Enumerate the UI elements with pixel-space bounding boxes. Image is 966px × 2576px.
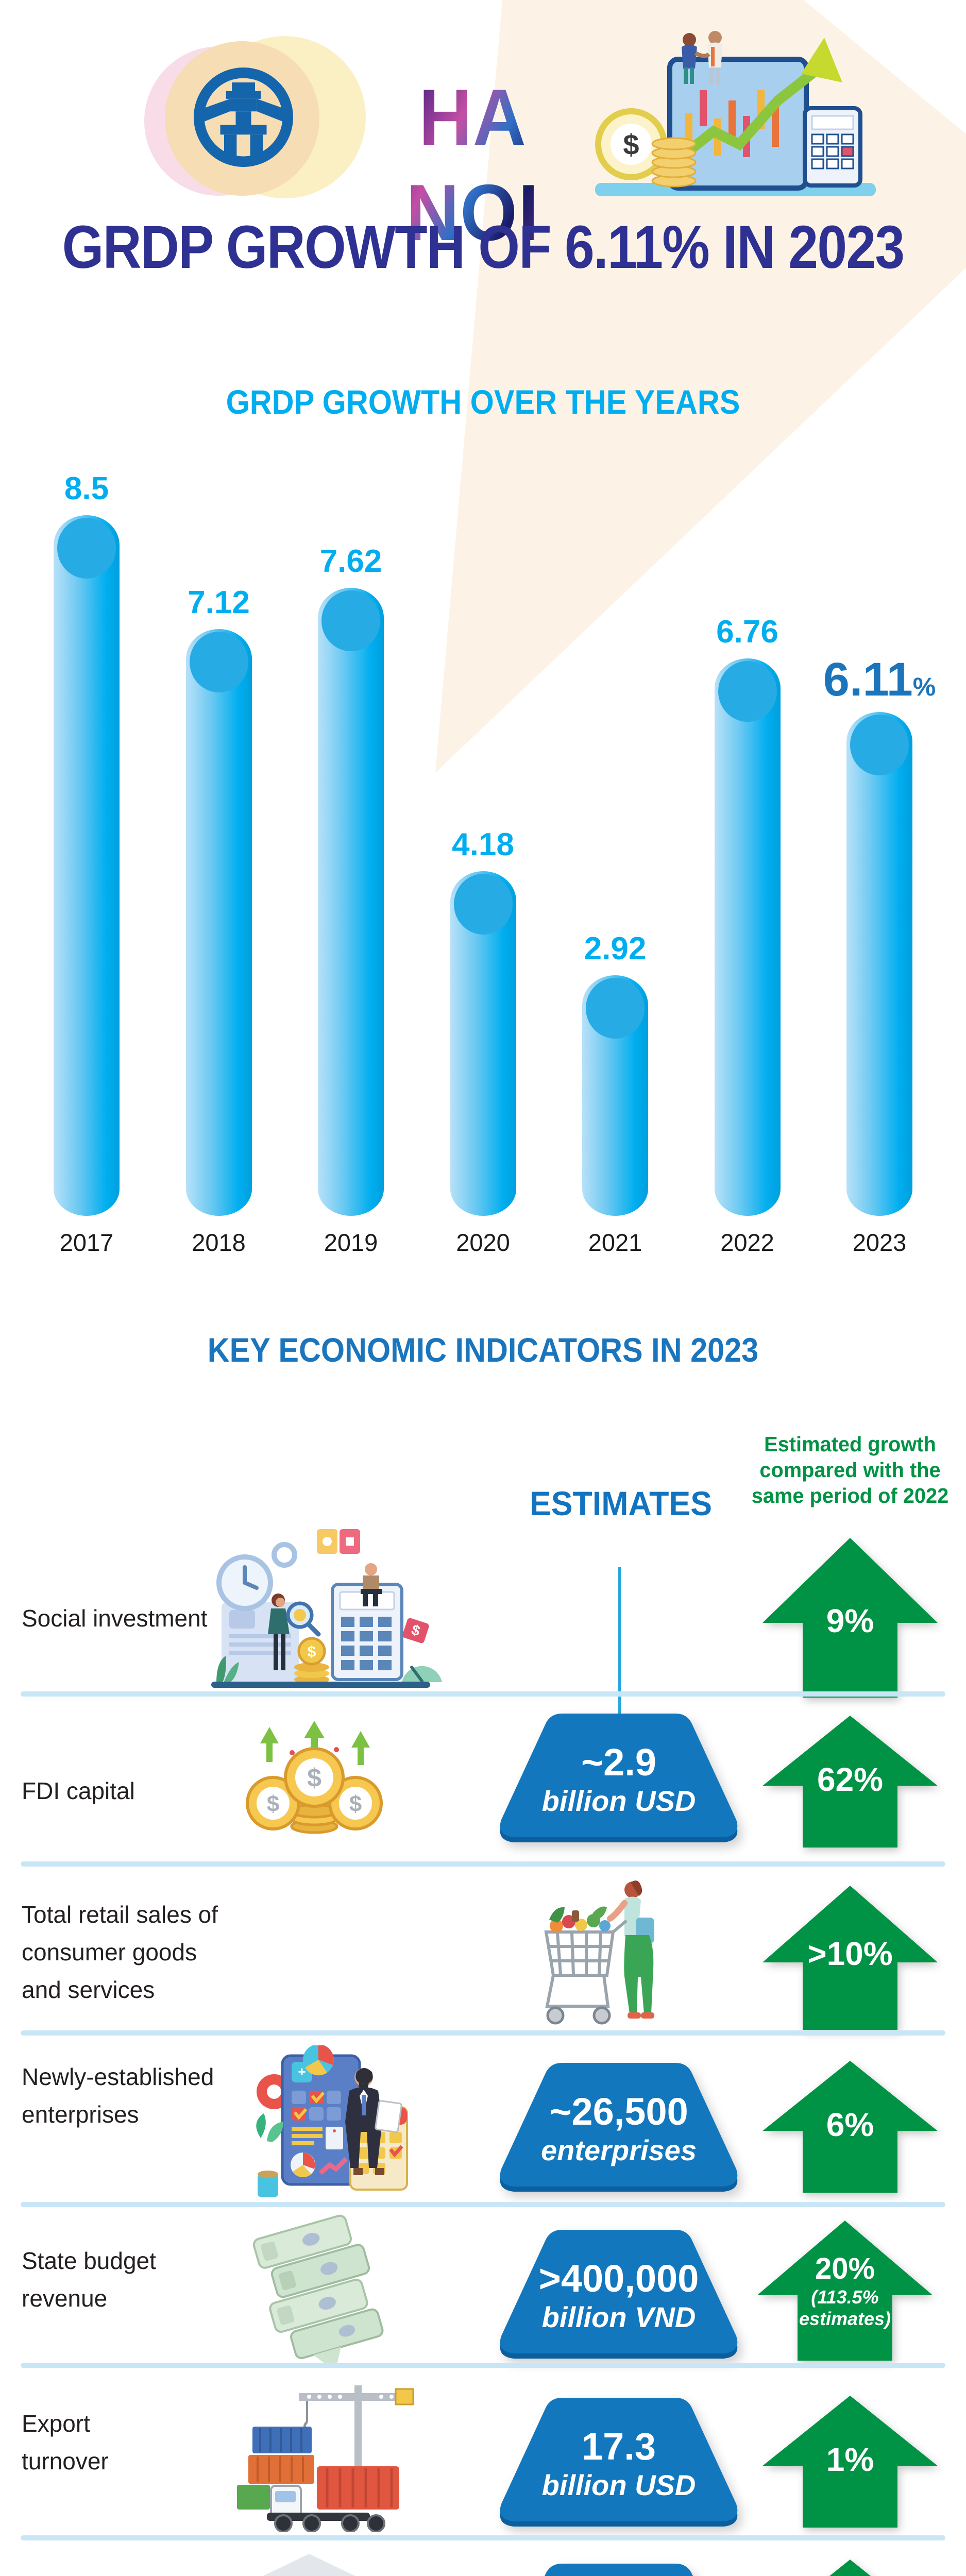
svg-text:$: $ [623,128,639,161]
bar-value-label: 2.92 [584,931,647,967]
year-label: 2023 [852,1229,907,1256]
year-label: 2019 [324,1229,378,1256]
row-label-state-budget: State budget revenue [22,2247,156,2312]
khue-van-cac-icon [193,67,294,167]
estimate-plaque-export: 17.3 billion USD [497,2395,740,2532]
social-investment-illustration: $ $ [211,1529,442,1688]
enterprises-illustration: + [256,2045,408,2197]
bar [450,871,516,1216]
bar-value-label: 7.12 [188,585,250,620]
year-label: 2017 [59,1229,114,1256]
estimate-value: ~2.9 [581,1741,657,1784]
growth-value: >10% [807,1935,893,1973]
connector-line [618,1567,621,1718]
row-divider [21,2363,945,2368]
row-label-new-enterprises: Newly-established enterprises [22,2063,214,2128]
bar-value-label: 4.18 [452,827,514,862]
row-divider [21,2202,945,2207]
bar-column-2022: 6.76 [682,614,814,1216]
export-containers-illustration [237,2385,414,2532]
estimate-value: ~26,500 [549,2090,688,2133]
year-axis: 2017 2018 2019 2020 2021 2022 2023 [21,1228,945,1257]
bars: 8.5 7.12 7.62 4.18 2.92 6.76 [21,464,945,1216]
estimate-plaque-budget: >400,000 billion VND [497,2227,740,2364]
growth-arrow-1: 1% [762,2396,938,2528]
estimate-value: >400,000 [538,2257,699,2300]
row-divider [21,1691,945,1697]
bar [54,515,120,1216]
grdp-bar-chart: 8.5 7.12 7.62 4.18 2.92 6.76 [21,464,945,1257]
year-label: 2018 [192,1229,246,1256]
svg-text:$: $ [308,1643,316,1660]
estimate-value: 17.3 [581,2425,656,2468]
fdi-coins-illustration: $ $ $ [246,1721,383,1834]
year-label: 2022 [720,1229,774,1256]
bar-value-label: 6.11% [823,653,936,706]
growth-value: 6% [826,2106,874,2144]
row-label-export-turnover: Export turnover [22,2410,109,2475]
estimate-plaque-import: 44.2 billion USD [497,2561,740,2576]
estimate-unit: billion VND [541,2301,696,2333]
svg-text:+: + [298,2064,306,2079]
bar [185,629,252,1216]
estimate-plaque-fdi: ~2.9 billion USD [497,1710,740,1848]
bar-value-label: 7.62 [319,544,382,579]
brand-title: HA NOI [371,70,575,260]
growth-value: 1% [826,2441,874,2479]
hanoi-logo [144,36,366,206]
row-label-social-investment: Social investment [22,1605,208,1632]
indicators-title: KEY ECONOMIC INDICATORS IN 2023 [207,1331,759,1369]
import-warehouse-illustration [263,2554,355,2576]
bar-column-2021: 2.92 [549,930,681,1216]
svg-text:$: $ [307,1764,321,1792]
bar-column-2019: 7.62 [285,543,417,1216]
growth-value: 9% [826,1602,874,1639]
bar-value-label: 8.5 [64,471,109,506]
bar [846,712,912,1216]
svg-text:$: $ [349,1791,362,1817]
growth-arrow-9: 9% [762,1538,938,1698]
growth-arrow-10: >10% [762,1886,938,2030]
chart-title: GRDP GROWTH OVER THE YEARS [226,383,740,421]
row-divider [21,1861,945,1867]
growth-column-header: Estimated growth compared with the same … [751,1432,949,1507]
growth-value: 20% [815,2251,875,2285]
bar-column-2017: 8.5 [21,470,152,1216]
bar-value-label: 6.76 [716,614,778,650]
row-divider [21,2535,945,2540]
row-label-fdi-capital: FDI capital [22,1777,135,1804]
retail-cart-illustration [544,1880,654,2025]
estimate-unit: enterprises [541,2134,697,2166]
year-label: 2021 [588,1229,642,1256]
estimate-unit: billion USD [541,2469,696,2501]
growth-arrow-20: 20% (113.5% estimates) [757,2221,933,2361]
bar [582,975,648,1216]
banknotes-illustration [252,2214,384,2365]
bar-column-2023: 6.11% [814,653,945,1216]
page-title: GRDP GROWTH OF 6.11% IN 2023 [62,213,905,281]
bar-column-2020: 4.18 [417,826,549,1216]
growth-value: 62% [817,1761,884,1799]
bar [714,658,781,1216]
growth-arrow-62: 62% [762,1716,938,1848]
row-label-retail-sales: Total retail sales of consumer goods and… [22,1901,218,2003]
finance-growth-illustration: $ [595,31,876,196]
estimate-unit: billion USD [541,1785,696,1817]
svg-text:$: $ [267,1791,279,1817]
growth-arrow-8: 8% [762,2560,938,2576]
growth-arrow-6: 6% [762,2061,938,2193]
estimate-plaque-enterprises: ~26,500 enterprises [497,2060,740,2197]
growth-note: (113.5% estimates) [799,2286,891,2329]
year-label: 2020 [456,1229,510,1256]
estimates-column-header: ESTIMATES [529,1484,713,1522]
bar [318,588,384,1216]
row-divider [21,2030,945,2036]
bar-column-2018: 7.12 [153,584,285,1216]
